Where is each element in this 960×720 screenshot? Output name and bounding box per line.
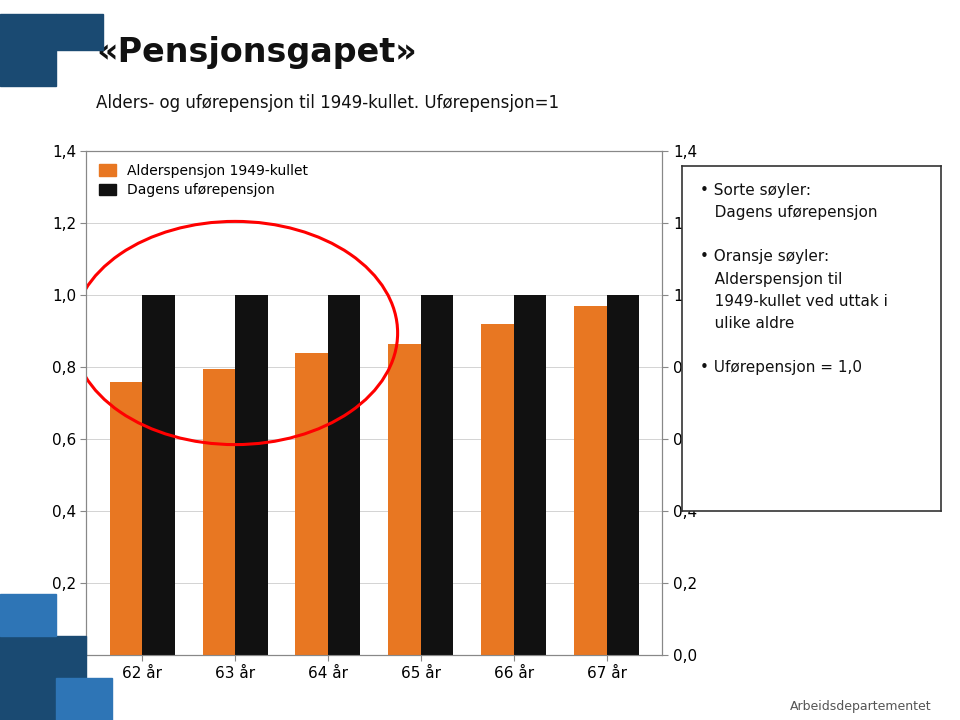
Text: Arbeidsdepartementet: Arbeidsdepartementet [789,700,931,713]
Bar [389,344,420,655]
Legend: Alderspensjon 1949-kullet, Dagens uførepensjon: Alderspensjon 1949-kullet, Dagens uførep… [93,158,313,203]
Bar [607,295,639,655]
Bar [420,295,453,655]
Bar [328,295,360,655]
Text: • Sorte søyler:
   Dagens uførepensjon

• Oransje søyler:
   Alderspensjon til
 : • Sorte søyler: Dagens uførepensjon • Or… [700,183,888,376]
Bar [514,295,546,655]
Bar [109,382,142,655]
Bar [235,295,268,655]
Bar [296,353,328,655]
Bar [142,295,175,655]
Text: «Pensjonsgapet»: «Pensjonsgapet» [96,36,417,69]
Bar [481,324,514,655]
Text: Alders- og uførepensjon til 1949-kullet. Uførepensjon=1: Alders- og uførepensjon til 1949-kullet.… [96,94,559,112]
Bar [574,306,607,655]
Bar [203,369,235,655]
